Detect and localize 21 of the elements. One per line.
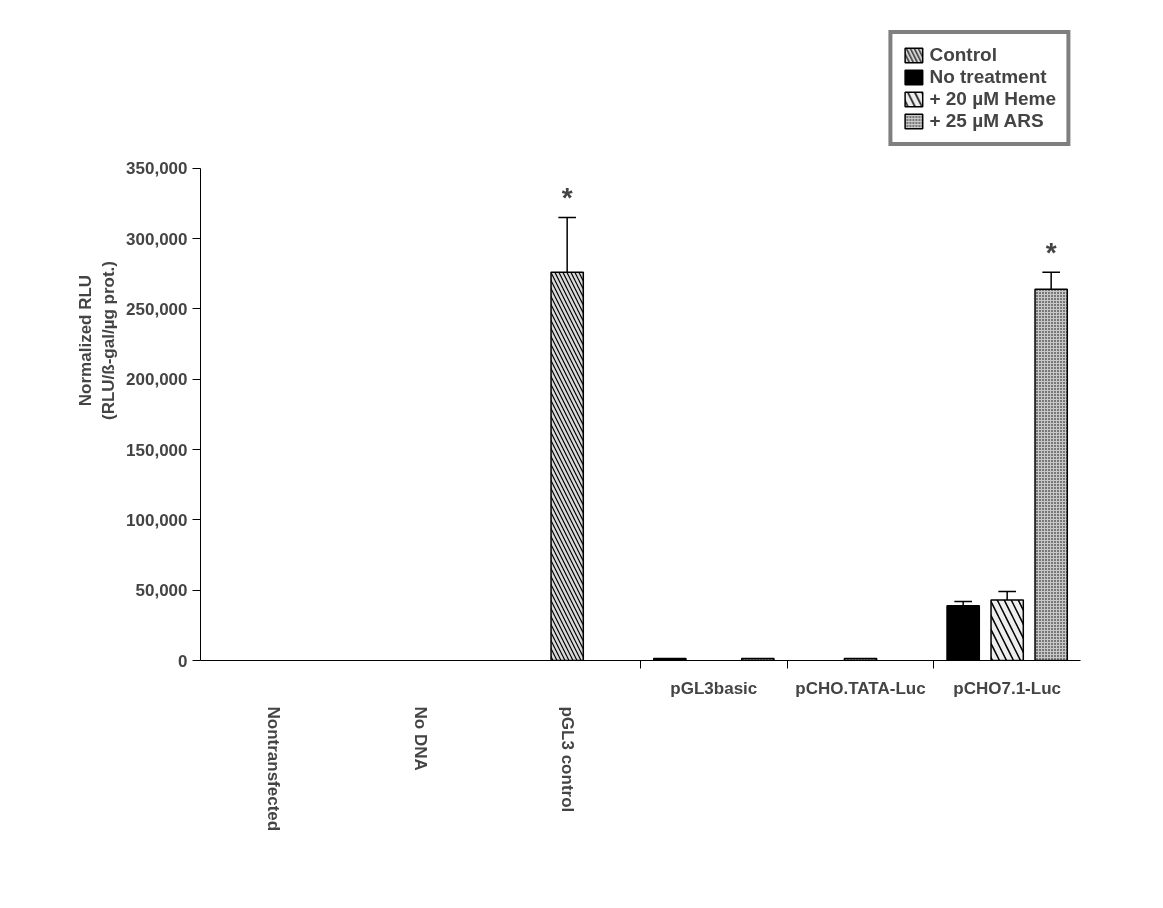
annotation: *: [561, 182, 573, 214]
annotation: *: [1045, 237, 1057, 269]
x-tick-label: pCHO.TATA-Luc: [795, 678, 926, 698]
y-tick-label: 150,000: [126, 440, 188, 460]
x-tick-label: pGL3 control: [557, 706, 577, 813]
legend-label: No treatment: [929, 66, 1047, 88]
x-tick-label: No DNA: [411, 706, 430, 771]
y-axis-title: Normalized RLU (RLU/ß-gal/µg prot.): [76, 260, 119, 420]
y-tick-label: 250,000: [126, 299, 188, 319]
y-tick-label: 200,000: [126, 370, 188, 390]
y-tick-label: 50,000: [135, 581, 188, 601]
x-tick-label: pCHO7.1-Luc: [953, 678, 1062, 698]
y-tick-label: 350,000: [126, 159, 188, 179]
legend-label: Control: [929, 44, 997, 66]
y-tick-label: 300,000: [126, 229, 188, 249]
legend-label: + 25 µM ARS: [929, 110, 1044, 132]
y-tick-label: 100,000: [126, 510, 188, 530]
y-tick-label: 0: [178, 651, 188, 671]
legend-label: + 20 µM Heme: [929, 88, 1056, 110]
x-tick-label: Nontransfected: [264, 706, 284, 832]
x-tick-label: pGL3basic: [670, 678, 758, 698]
